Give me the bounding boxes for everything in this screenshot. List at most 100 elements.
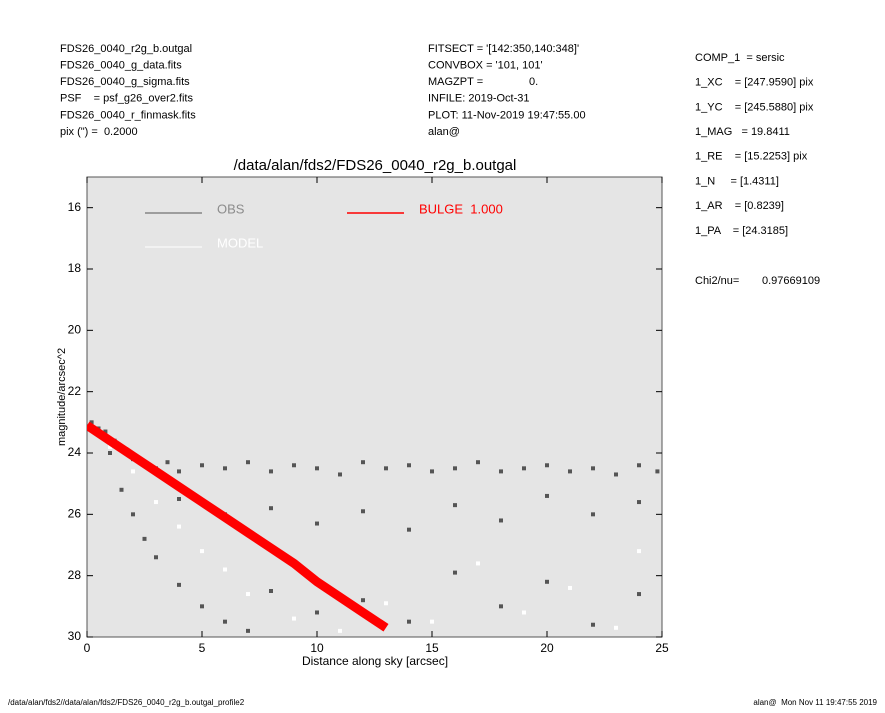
header-right-line: 1_N = [1.4311] <box>695 175 779 187</box>
data-point <box>269 589 273 593</box>
footer-left: /data/alan/fds2//data/alan/fds2/FDS26_00… <box>8 698 245 707</box>
data-point <box>338 628 342 633</box>
data-point <box>131 512 135 517</box>
x-tick-label: 5 <box>199 641 206 655</box>
header-right-line: COMP_1 = sersic <box>695 52 785 64</box>
data-point <box>165 460 170 465</box>
y-tick-label: 26 <box>68 507 82 521</box>
data-point <box>246 628 250 633</box>
header-right-line: 1_YC = [245.5880] pix <box>695 101 814 113</box>
data-point <box>223 619 227 624</box>
data-point <box>223 466 227 471</box>
data-point <box>108 444 112 449</box>
data-point <box>223 567 227 572</box>
data-point <box>384 466 388 471</box>
legend-label: MODEL <box>217 235 263 250</box>
data-point <box>499 604 503 609</box>
data-point <box>407 463 411 468</box>
data-point <box>591 512 595 517</box>
header-middle-line: CONVBOX = '101, 101' <box>428 60 543 72</box>
data-point <box>315 610 319 615</box>
y-axis-label: magnitude/arcsec^2 <box>56 348 68 446</box>
data-point <box>384 601 388 606</box>
y-tick-label: 20 <box>68 323 82 337</box>
data-point <box>591 622 595 627</box>
header-left-line: PSF = psf_g26_over2.fits <box>60 93 193 105</box>
data-point <box>522 610 526 615</box>
data-point <box>545 463 549 468</box>
data-point <box>430 619 434 624</box>
data-point <box>361 460 365 465</box>
data-point <box>142 536 147 541</box>
y-tick-label: 28 <box>68 568 82 582</box>
data-point <box>453 503 457 508</box>
bulge-band <box>87 421 389 632</box>
data-point <box>200 549 204 554</box>
data-point <box>591 466 595 471</box>
data-point <box>269 506 273 511</box>
data-point <box>522 466 526 471</box>
data-point <box>430 469 434 474</box>
data-point <box>614 625 618 630</box>
data-point <box>177 469 181 474</box>
data-point <box>545 579 549 584</box>
data-point <box>637 549 641 554</box>
header-left-line: FDS26_0040_r_finmask.fits <box>60 109 196 121</box>
data-point <box>568 469 572 474</box>
data-point <box>177 582 181 587</box>
y-tick-label: 18 <box>68 261 82 275</box>
plot-marks <box>87 420 660 633</box>
header-right-line: 1_PA = [24.3185] <box>695 225 788 237</box>
data-point <box>545 493 549 498</box>
header-right-line: 1_RE = [15.2253] pix <box>695 151 808 163</box>
header-middle-line: MAGZPT = 0. <box>428 76 538 88</box>
data-point <box>131 469 135 474</box>
header-right-line: 1_XC = [247.9590] pix <box>695 77 814 89</box>
y-tick-label: 16 <box>68 200 82 214</box>
header-right-line: 1_AR = [0.8239] <box>695 200 784 212</box>
data-point <box>361 509 365 514</box>
data-point <box>108 451 112 455</box>
data-point <box>246 592 250 597</box>
data-point <box>407 619 411 624</box>
data-point <box>361 598 365 603</box>
data-point <box>89 420 94 425</box>
x-tick-label: 20 <box>540 641 554 655</box>
data-point <box>315 521 319 526</box>
x-axis-label: Distance along sky [arcsec] <box>302 654 448 668</box>
data-point <box>200 604 204 609</box>
data-point <box>476 460 480 465</box>
data-point <box>292 463 296 468</box>
data-point <box>407 527 411 532</box>
header-left-line: FDS26_0040_g_sigma.fits <box>60 76 190 88</box>
data-point <box>568 585 572 590</box>
header-middle-line: INFILE: 2019-Oct-31 <box>428 93 530 105</box>
legend-label: OBS <box>217 201 245 216</box>
data-point <box>103 429 108 434</box>
chart-title: /data/alan/fds2/FDS26_0040_r2g_b.outgal <box>234 157 517 174</box>
header-middle-line: alan@ <box>428 126 460 138</box>
chi2-label: Chi2/nu= <box>695 275 739 287</box>
data-point <box>453 570 457 575</box>
y-tick-label: 30 <box>68 629 82 643</box>
header-middle-line: PLOT: 11-Nov-2019 19:47:55.00 <box>428 109 586 121</box>
footer-right: alan@ Mon Nov 11 19:47:55 2019 <box>753 698 877 707</box>
data-point <box>292 616 296 621</box>
data-point <box>453 466 457 471</box>
x-tick-label: 0 <box>84 641 91 655</box>
header-left-line: FDS26_0040_r2g_b.outgal <box>60 43 192 55</box>
data-point <box>499 469 503 474</box>
x-tick-label: 25 <box>655 641 669 655</box>
header-right-line: 1_MAG = 19.8411 <box>695 126 790 138</box>
data-point <box>499 518 503 523</box>
header-left-line: pix (") = 0.2000 <box>60 126 138 138</box>
data-point <box>338 472 342 477</box>
y-tick-label: 24 <box>68 445 82 459</box>
data-point <box>637 592 641 597</box>
data-point <box>637 463 641 468</box>
data-point <box>154 500 158 505</box>
x-tick-label: 15 <box>425 641 439 655</box>
data-point <box>315 466 319 471</box>
legend-label: BULGE 1.000 <box>419 201 503 216</box>
